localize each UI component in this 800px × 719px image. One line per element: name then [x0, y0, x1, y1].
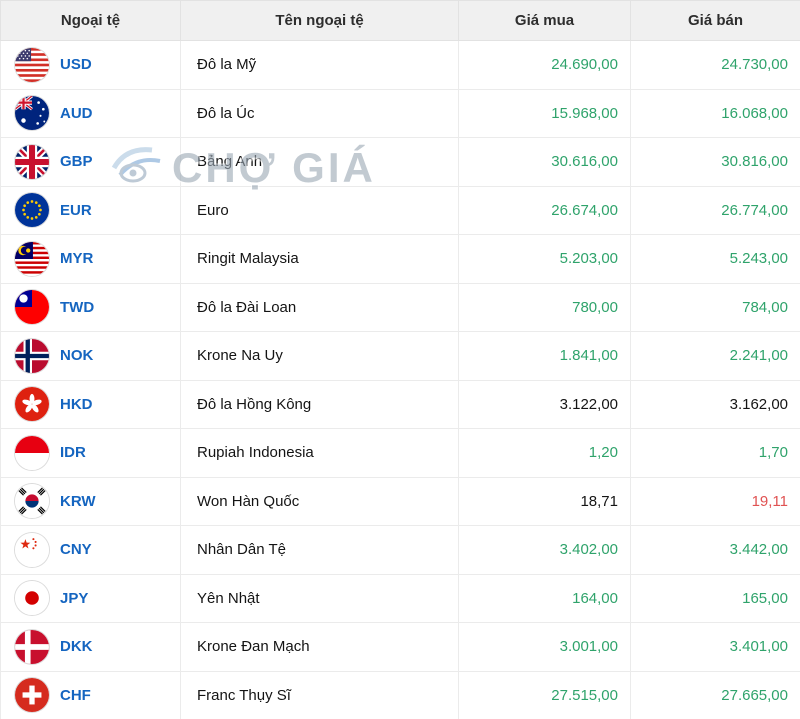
currency-name: Krone Đan Mạch [180, 622, 459, 672]
currency-name: Won Hàn Quốc [180, 476, 459, 526]
currency-code: KRW [60, 492, 96, 510]
currency-name: Đô la Úc [180, 88, 459, 138]
currency-code: CHF [60, 686, 91, 704]
sell-price: 2.241,00 [630, 331, 800, 381]
currency-code: MYR [60, 250, 94, 268]
currency-code: GBP [60, 153, 93, 171]
currency-code: TWD [60, 298, 95, 316]
table-row: MYR Ringit Malaysia 5.203,00 5.243,00 [0, 234, 800, 284]
table-row: USD Đô la Mỹ 24.690,00 24.730,00 [0, 40, 800, 90]
currency-code: CNY [60, 541, 92, 559]
sell-price: 24.730,00 [630, 40, 800, 90]
taiwan-flag-icon [14, 289, 50, 326]
us-flag-icon [14, 46, 50, 83]
sell-price: 16.068,00 [630, 88, 800, 138]
malaysia-flag-icon [14, 240, 50, 277]
sell-price: 1,70 [630, 428, 800, 478]
china-flag-icon [14, 531, 50, 568]
currency-name: Franc Thụy Sĩ [180, 670, 459, 719]
table-row: AUD Đô la Úc 15.968,00 16.068,00 [0, 88, 800, 138]
buy-price: 3.001,00 [458, 622, 631, 672]
denmark-flag-icon [14, 628, 50, 665]
buy-price: 5.203,00 [458, 234, 631, 284]
currency-code: HKD [60, 395, 93, 413]
table-row: KRW Won Hàn Quốc 18,71 19,11 [0, 476, 800, 526]
currency-name: Bảng Anh [180, 137, 459, 187]
table-row: DKK Krone Đan Mạch 3.001,00 3.401,00 [0, 622, 800, 672]
currency-code: NOK [60, 347, 94, 365]
japan-flag-icon [14, 580, 50, 617]
table-row: TWD Đô la Đài Loan 780,00 784,00 [0, 282, 800, 332]
table-row: CNY Nhân Dân Tệ 3.402,00 3.442,00 [0, 525, 800, 575]
currency-code: AUD [60, 104, 93, 122]
buy-price: 1.841,00 [458, 331, 631, 381]
sell-price: 3.162,00 [630, 379, 800, 429]
switzerland-flag-icon [14, 677, 50, 714]
buy-price: 24.690,00 [458, 40, 631, 90]
sell-price: 5.243,00 [630, 234, 800, 284]
column-header-sell-price: Giá bán [630, 0, 800, 41]
currency-name: Ringit Malaysia [180, 234, 459, 284]
table-row: CHF Franc Thụy Sĩ 27.515,00 27.665,00 [0, 670, 800, 719]
table-row: JPY Yên Nhật 164,00 165,00 [0, 573, 800, 623]
currency-name: Đô la Hồng Kông [180, 379, 459, 429]
rates-table-header: Ngoại tệ Tên ngoại tệ Giá mua Giá bán [0, 0, 800, 41]
table-row: HKD Đô la Hồng Kông 3.122,00 3.162,00 [0, 379, 800, 429]
currency-code: EUR [60, 201, 92, 219]
currency-code: IDR [60, 444, 86, 462]
eu-flag-icon [14, 192, 50, 229]
buy-price: 780,00 [458, 282, 631, 332]
south-korea-flag-icon [14, 483, 50, 520]
buy-price: 27.515,00 [458, 670, 631, 719]
buy-price: 164,00 [458, 573, 631, 623]
table-row: IDR Rupiah Indonesia 1,20 1,70 [0, 428, 800, 478]
sell-price: 26.774,00 [630, 185, 800, 235]
buy-price: 30.616,00 [458, 137, 631, 187]
currency-code: USD [60, 56, 92, 74]
currency-code: JPY [60, 589, 89, 607]
column-header-buy-price: Giá mua [458, 0, 631, 41]
table-row: EUR Euro 26.674,00 26.774,00 [0, 185, 800, 235]
sell-price: 3.401,00 [630, 622, 800, 672]
column-header-currency-name: Tên ngoại tệ [180, 0, 459, 41]
sell-price: 784,00 [630, 282, 800, 332]
column-header-currency: Ngoại tệ [0, 0, 181, 41]
currency-name: Rupiah Indonesia [180, 428, 459, 478]
buy-price: 26.674,00 [458, 185, 631, 235]
buy-price: 3.402,00 [458, 525, 631, 575]
hong-kong-flag-icon [14, 386, 50, 423]
currency-code: DKK [60, 638, 93, 656]
currency-name: Đô la Mỹ [180, 40, 459, 90]
sell-price: 165,00 [630, 573, 800, 623]
currency-name: Đô la Đài Loan [180, 282, 459, 332]
sell-price: 3.442,00 [630, 525, 800, 575]
table-row: NOK Krone Na Uy 1.841,00 2.241,00 [0, 331, 800, 381]
currency-name: Nhân Dân Tệ [180, 525, 459, 575]
norway-flag-icon [14, 337, 50, 374]
currency-name: Krone Na Uy [180, 331, 459, 381]
sell-price: 27.665,00 [630, 670, 800, 719]
australia-flag-icon [14, 95, 50, 132]
sell-price: 19,11 [630, 476, 800, 526]
buy-price: 3.122,00 [458, 379, 631, 429]
sell-price: 30.816,00 [630, 137, 800, 187]
currency-name: Euro [180, 185, 459, 235]
rates-table-body: USD Đô la Mỹ 24.690,00 24.730,00 AUD Đô … [0, 40, 800, 719]
uk-flag-icon [14, 143, 50, 180]
table-row: GBP Bảng Anh 30.616,00 30.816,00 [0, 137, 800, 187]
indonesia-flag-icon [14, 434, 50, 471]
buy-price: 15.968,00 [458, 88, 631, 138]
currency-name: Yên Nhật [180, 573, 459, 623]
buy-price: 18,71 [458, 476, 631, 526]
buy-price: 1,20 [458, 428, 631, 478]
